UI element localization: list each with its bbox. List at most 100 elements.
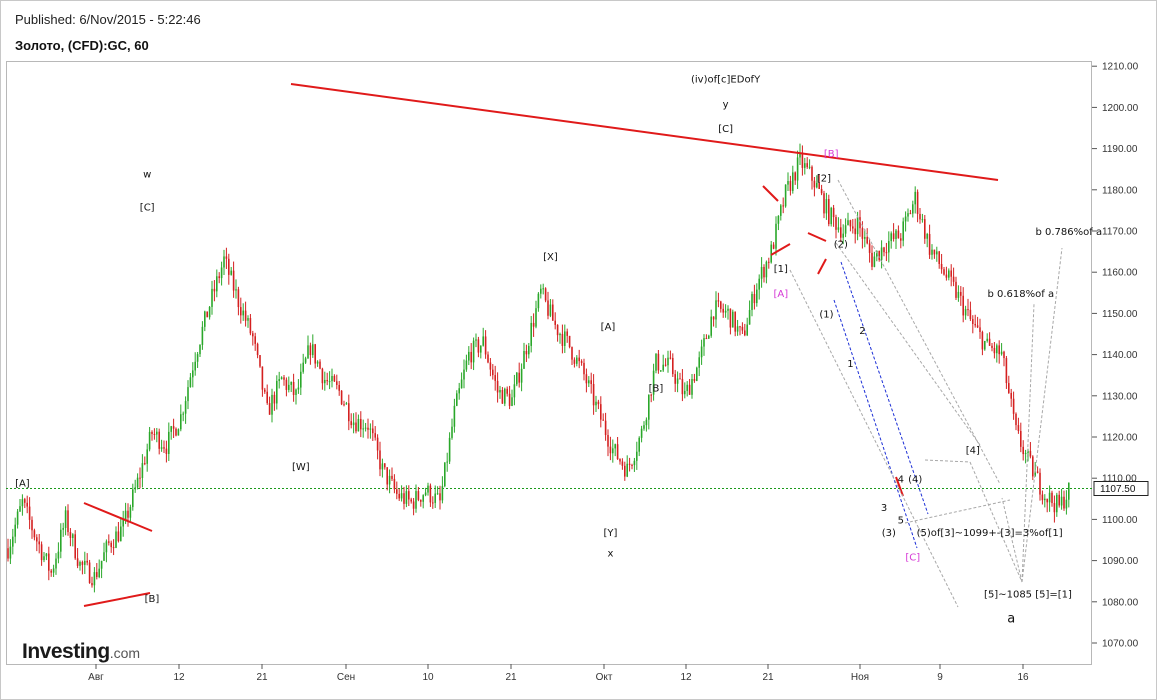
- projection-line-6: [969, 461, 1023, 583]
- candle-body: [304, 358, 307, 363]
- y-tick-label: 1210.00: [1102, 62, 1139, 73]
- candle-body: [988, 338, 991, 346]
- candle-body: [182, 413, 184, 415]
- candle-body: [338, 384, 340, 391]
- candle-body: [554, 320, 556, 325]
- candle-body: [264, 389, 266, 392]
- candle-body: [115, 531, 117, 548]
- candle-body: [367, 427, 369, 430]
- candle-body: [122, 519, 124, 527]
- candle-body: [760, 266, 763, 279]
- candle-body: [813, 180, 816, 188]
- candle-body: [518, 372, 520, 383]
- candle-body: [487, 354, 489, 363]
- candle-body: [840, 227, 842, 238]
- candle-body: [902, 221, 904, 241]
- candle-body: [727, 308, 729, 311]
- candle-body: [432, 502, 434, 504]
- candle-body: [895, 230, 897, 239]
- candle-body: [316, 361, 319, 364]
- candle-body: [710, 316, 712, 336]
- candle-body: [136, 477, 139, 488]
- candle-body: [168, 431, 170, 454]
- candle-body: [254, 336, 256, 344]
- candle-body: [736, 326, 739, 332]
- candle-body: [511, 397, 513, 406]
- candle-body: [921, 219, 924, 221]
- candle-body: [859, 217, 861, 229]
- candle-body: [271, 394, 273, 415]
- candle-body: [345, 403, 348, 405]
- candle-body: [273, 394, 276, 404]
- candle-body: [1046, 498, 1048, 503]
- candle-body: [494, 375, 496, 381]
- candle-body: [307, 345, 309, 359]
- candle-body: [1005, 358, 1008, 384]
- candle-body: [547, 300, 549, 316]
- candle-body: [693, 379, 696, 381]
- candle-body: [33, 530, 36, 538]
- candle-body: [400, 493, 403, 499]
- x-tick-label: 9: [937, 672, 943, 683]
- candle-body: [506, 388, 508, 394]
- candle-body: [739, 326, 741, 328]
- candle-body: [451, 426, 453, 438]
- wave-label: x: [607, 548, 613, 559]
- candle-body: [100, 560, 103, 569]
- x-tick-label: 12: [173, 672, 185, 683]
- candle-body: [220, 267, 223, 279]
- candle-body: [192, 370, 194, 378]
- candle-body: [972, 319, 974, 324]
- candle-body: [888, 241, 890, 253]
- candle-body: [955, 281, 957, 298]
- candle-body: [158, 431, 160, 449]
- candle-body: [1032, 456, 1034, 477]
- candle-body: [986, 338, 988, 341]
- candle-body: [244, 310, 247, 321]
- candle-body: [45, 553, 48, 557]
- candle-body: [232, 270, 235, 291]
- wave-label: w: [143, 169, 151, 180]
- candle-body: [787, 181, 789, 185]
- candle-body: [482, 336, 484, 346]
- candle-body: [864, 237, 866, 239]
- candle-body: [110, 542, 112, 548]
- candle-body: [568, 335, 571, 348]
- candle-body: [669, 357, 672, 359]
- candle-body: [698, 357, 700, 368]
- wave-label: (5)of[3]~1099+-[3]=3%of[1]: [917, 528, 1063, 539]
- candle-body: [163, 447, 165, 449]
- candle-body: [847, 220, 849, 226]
- candle-body: [194, 361, 196, 371]
- candle-body: [926, 234, 928, 239]
- candle-body: [230, 270, 232, 275]
- candle-body: [820, 189, 823, 194]
- candle-body: [362, 428, 364, 430]
- candle-body: [96, 572, 98, 577]
- candle-body: [657, 353, 660, 371]
- candle-body: [655, 353, 657, 371]
- candle-body: [732, 311, 734, 328]
- candle-body: [336, 381, 338, 385]
- candle-body: [792, 172, 794, 191]
- candle-body: [758, 278, 760, 290]
- y-tick-label: 1150.00: [1102, 309, 1138, 320]
- candle-body: [708, 335, 710, 339]
- candle-body: [139, 477, 141, 479]
- candle-body: [206, 311, 208, 318]
- candle-body: [712, 316, 715, 320]
- candle-body: [144, 463, 146, 465]
- candle-body: [688, 384, 691, 395]
- candle-body: [552, 304, 554, 321]
- candle-body: [885, 252, 888, 254]
- red-segment-5: [895, 476, 904, 497]
- candle-body: [441, 486, 444, 501]
- candle-body: [98, 568, 100, 577]
- y-axis: 1070.00 1080.00 1090.00 1100.00 1110.00 1120.…: [1092, 62, 1139, 650]
- candle-body: [525, 351, 528, 355]
- candle-body: [928, 234, 931, 255]
- candle-body: [676, 378, 679, 384]
- triangle-lower-line: [83, 592, 151, 607]
- candle-body: [640, 428, 643, 438]
- y-tick-label: 1120.00: [1102, 433, 1138, 444]
